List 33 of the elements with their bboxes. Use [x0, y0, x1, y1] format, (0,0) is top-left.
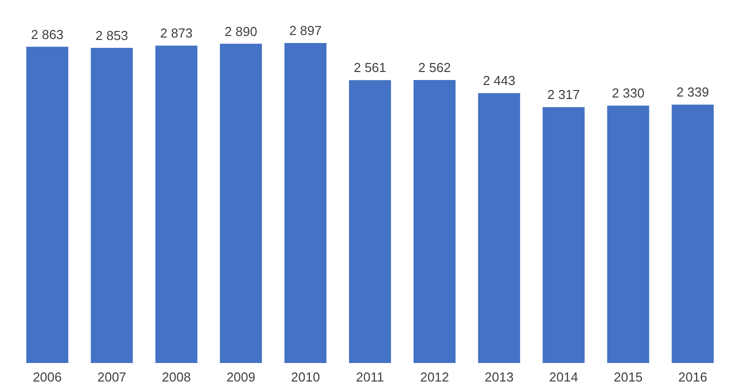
data-label: 2 443: [482, 73, 516, 88]
bar: [349, 80, 391, 363]
bar: [542, 107, 585, 363]
bar: [220, 44, 262, 363]
x-tick-label: 2013: [484, 370, 514, 384]
bar: [26, 46, 68, 363]
x-tick-label: 2007: [97, 370, 126, 384]
data-label: 2 873: [160, 26, 193, 41]
x-tick-label: 2016: [678, 370, 708, 384]
bar: [607, 106, 650, 363]
x-tick-label: 2008: [162, 370, 191, 384]
data-label: 2 317: [547, 87, 580, 102]
data-label: 2 561: [354, 60, 386, 76]
data-label: 2 330: [612, 86, 644, 101]
x-tick-label: 2012: [420, 370, 450, 384]
bar: [90, 48, 133, 363]
data-label: 2 853: [96, 28, 128, 43]
bar: [672, 104, 714, 363]
x-tick-label: 2006: [32, 370, 62, 384]
data-label: 2 339: [676, 84, 709, 100]
x-tick-label: 2010: [290, 370, 320, 384]
x-tick-label: 2014: [549, 370, 578, 384]
data-label: 2 562: [418, 60, 451, 76]
data-label: 2 897: [289, 23, 322, 38]
bar: [155, 46, 198, 363]
bar: [284, 43, 326, 363]
data-label: 2 863: [31, 26, 64, 42]
data-label: 2 890: [224, 24, 258, 39]
x-tick-label: 2009: [226, 370, 256, 384]
bar: [478, 93, 520, 363]
bar: [414, 80, 456, 363]
x-tick-label: 2011: [356, 370, 384, 384]
x-tick-label: 2015: [614, 370, 643, 384]
